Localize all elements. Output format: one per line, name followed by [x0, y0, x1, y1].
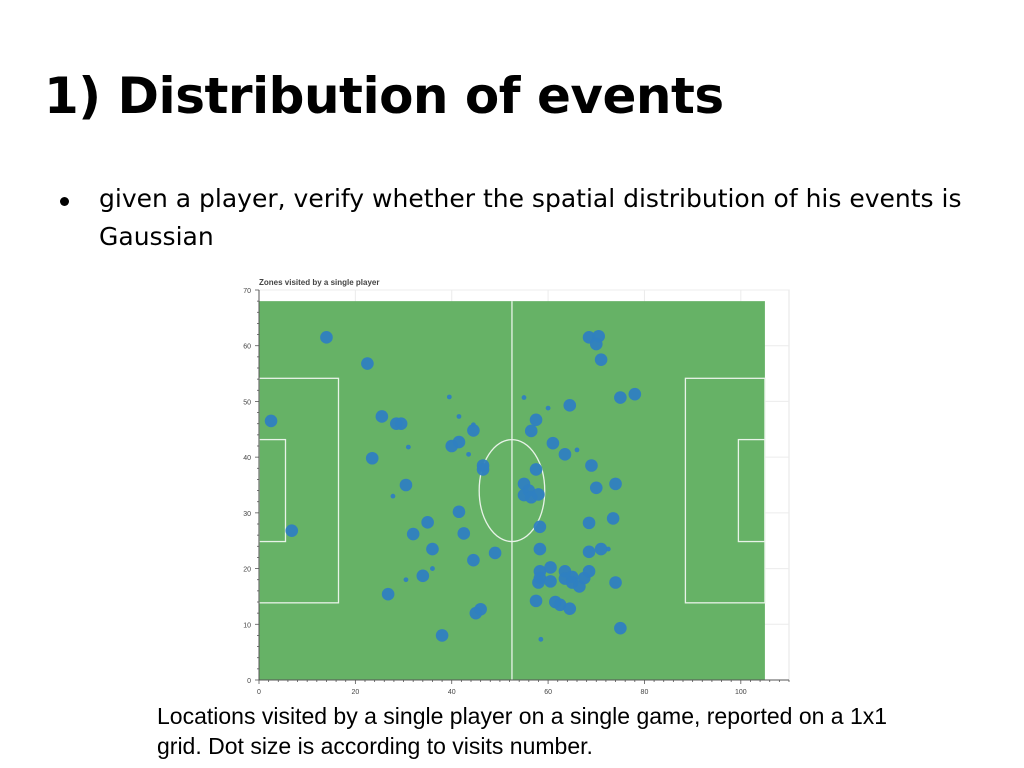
scatter-point: [563, 602, 577, 615]
y-tick-label: 50: [243, 399, 251, 406]
scatter-point: [594, 353, 608, 366]
y-tick-label: 10: [243, 622, 251, 629]
scatter-point: [614, 391, 627, 404]
scatter-point: [529, 413, 543, 427]
scatter-point: [474, 602, 487, 616]
scatter-point: [476, 463, 490, 476]
scatter-point: [529, 463, 543, 476]
x-tick-label: 40: [448, 689, 456, 696]
scatter-point: [533, 542, 547, 556]
scatter-point: [403, 577, 409, 583]
scatter-point: [435, 629, 449, 642]
scatter-point: [524, 424, 538, 438]
scatter-point: [582, 565, 596, 578]
chart-title: Zones visited by a single player: [259, 278, 380, 287]
y-tick-label: 30: [243, 511, 251, 518]
scatter-point: [529, 594, 543, 608]
scatter-point: [406, 527, 420, 541]
scatter-point: [558, 448, 572, 461]
right-goal-box: [737, 438, 766, 543]
scatter-point: [594, 542, 608, 556]
bullet-dot-icon: [60, 197, 69, 206]
scatter-point: [445, 439, 459, 453]
scatter-point: [394, 417, 408, 431]
scatter-point: [605, 546, 611, 552]
x-tick-label: 60: [544, 689, 552, 696]
scatter-point: [488, 546, 502, 560]
scatter-point: [375, 410, 389, 423]
scatter-point: [426, 542, 439, 556]
scatter-point: [421, 516, 434, 529]
scatter-point: [589, 337, 603, 351]
scatter-point: [457, 527, 471, 540]
scatter-point: [320, 331, 333, 344]
scatter-point: [628, 387, 642, 401]
y-tick-label: 20: [243, 567, 251, 574]
scatter-point: [553, 598, 567, 612]
scatter-point: [430, 566, 435, 571]
x-tick-label: 0: [257, 689, 261, 696]
scatter-point: [545, 405, 551, 411]
scatter-point: [381, 587, 395, 601]
scatter-point: [538, 636, 544, 642]
scatter-point: [446, 394, 452, 400]
scatter-point: [585, 459, 598, 472]
scatter-point: [532, 488, 545, 501]
x-tick-label: 20: [351, 689, 359, 696]
y-tick-label: 40: [243, 455, 251, 462]
scatter-point: [544, 575, 557, 588]
scatter-point: [467, 424, 480, 437]
chart-svg: 0 10 20 30 40 50 60 70 0 20 40 60 80 100 Zones visited…: [243, 278, 790, 696]
scatter-point: [546, 436, 560, 450]
pitch-scatter-chart: 0 10 20 30 40 50 60 70 0 20 40 60 80 100 Zones visited…: [232, 272, 794, 698]
slide-title: 1) Distribution of events: [44, 67, 724, 125]
scatter-point: [399, 478, 413, 492]
scatter-point: [456, 414, 462, 419]
scatter-point: [521, 395, 527, 400]
scatter-point: [544, 561, 557, 574]
scatter-point: [416, 569, 430, 583]
center-circle: [478, 438, 546, 543]
scatter-point: [609, 576, 622, 589]
scatter-point: [466, 451, 471, 457]
scatter-point: [390, 493, 396, 499]
scatter-point: [574, 447, 580, 453]
scatter-point: [582, 516, 596, 530]
scatter-point: [365, 451, 379, 465]
y-tick-label: 60: [243, 344, 251, 351]
scatter-point: [532, 576, 545, 589]
scatter-point: [264, 414, 278, 428]
scatter-point: [405, 444, 411, 450]
scatter-point: [589, 481, 603, 495]
scatter-point: [452, 505, 466, 519]
figure-caption: Locations visited by a single player on …: [157, 703, 888, 759]
scatter-point: [582, 545, 596, 559]
scatter-point: [609, 477, 622, 491]
x-tick-label: 80: [641, 689, 649, 696]
y-tick-label: 70: [243, 288, 251, 295]
y-tick-label: 0: [247, 678, 251, 685]
x-tick-label: 100: [735, 689, 747, 696]
scatter-point: [285, 524, 299, 537]
scatter-point: [563, 399, 577, 412]
bullet-text: given a player, verify whether the spati…: [99, 184, 962, 251]
scatter-point: [361, 357, 374, 370]
scatter-point: [467, 553, 480, 567]
scatter-point: [614, 621, 627, 635]
scatter-point: [533, 520, 547, 534]
scatter-point: [606, 512, 620, 525]
